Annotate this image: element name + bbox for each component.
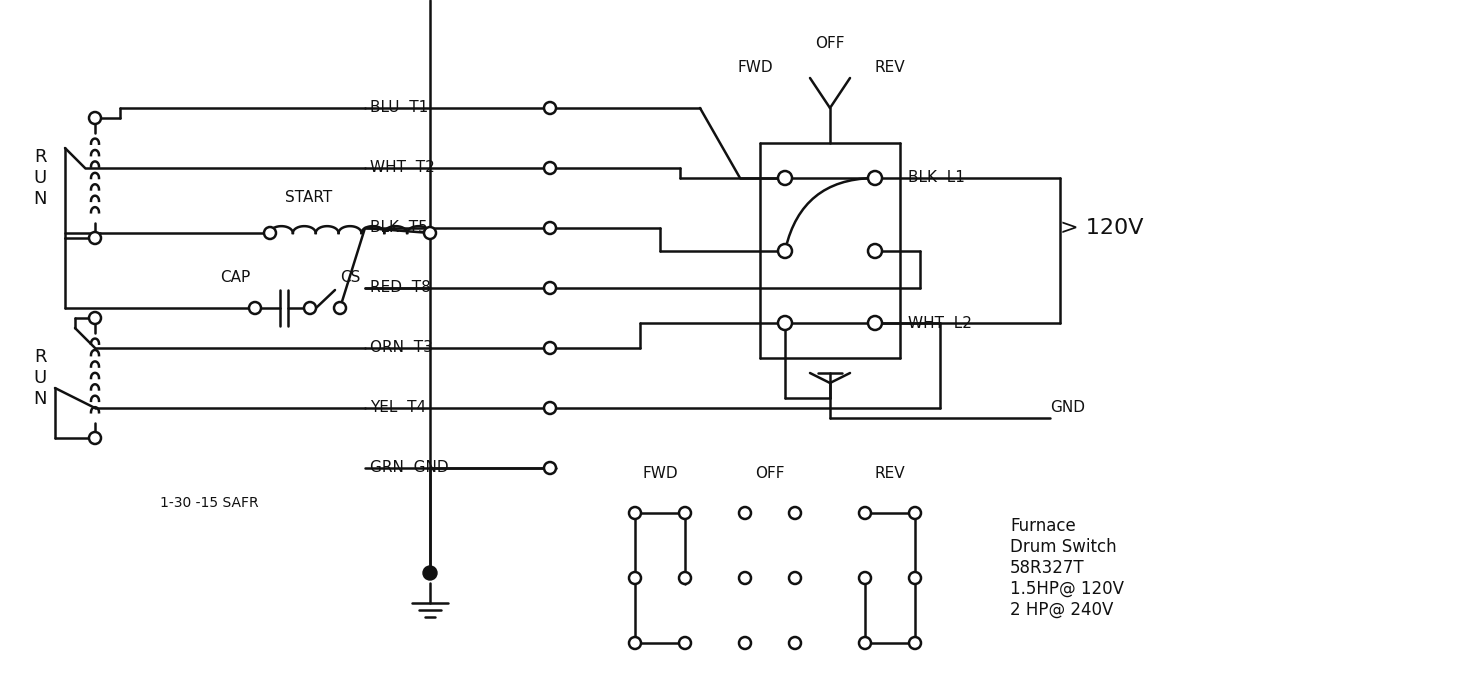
Circle shape <box>89 232 101 244</box>
Text: OFF: OFF <box>815 36 844 50</box>
Circle shape <box>89 112 101 124</box>
Text: WHT  T2: WHT T2 <box>370 161 435 175</box>
Text: BLU  T1: BLU T1 <box>370 101 428 115</box>
Text: FWD: FWD <box>738 61 773 75</box>
Circle shape <box>89 432 101 444</box>
Circle shape <box>544 102 555 114</box>
Text: GND: GND <box>1050 401 1086 415</box>
Circle shape <box>859 637 871 649</box>
Circle shape <box>859 507 871 519</box>
Circle shape <box>789 572 801 584</box>
Circle shape <box>544 282 555 294</box>
Text: OFF: OFF <box>755 466 785 480</box>
Text: Furnace
Drum Switch
58R327T
1.5HP@ 120V
2 HP@ 240V: Furnace Drum Switch 58R327T 1.5HP@ 120V … <box>1010 517 1124 618</box>
Text: REV: REV <box>875 466 905 480</box>
Circle shape <box>909 637 921 649</box>
Text: FWD: FWD <box>643 466 678 480</box>
Text: REV: REV <box>875 61 905 75</box>
Circle shape <box>909 507 921 519</box>
Circle shape <box>264 227 275 239</box>
Text: WHT  L2: WHT L2 <box>908 315 972 330</box>
Text: 1-30 -15 SAFR: 1-30 -15 SAFR <box>160 496 259 510</box>
Text: CS: CS <box>341 271 360 285</box>
Circle shape <box>629 572 641 584</box>
Circle shape <box>544 222 555 234</box>
Circle shape <box>868 244 883 258</box>
Text: BLK  L1: BLK L1 <box>908 170 966 186</box>
Circle shape <box>909 572 921 584</box>
Text: RED  T8: RED T8 <box>370 281 431 295</box>
Text: > 120V: > 120V <box>1060 218 1143 238</box>
Text: ORN  T3: ORN T3 <box>370 341 432 355</box>
Circle shape <box>778 171 792 185</box>
Circle shape <box>868 171 883 185</box>
Text: GRN  GND: GRN GND <box>370 461 449 475</box>
Circle shape <box>789 637 801 649</box>
Circle shape <box>789 507 801 519</box>
Circle shape <box>678 572 692 584</box>
Circle shape <box>778 244 792 258</box>
Circle shape <box>859 572 871 584</box>
Circle shape <box>778 316 792 330</box>
Text: BLK  T5: BLK T5 <box>370 221 428 235</box>
Circle shape <box>629 637 641 649</box>
Text: START: START <box>284 191 332 205</box>
Circle shape <box>739 572 751 584</box>
Text: R
U
N: R U N <box>33 148 47 208</box>
Circle shape <box>89 312 101 324</box>
Circle shape <box>629 507 641 519</box>
Circle shape <box>544 162 555 174</box>
Circle shape <box>544 462 555 474</box>
Circle shape <box>544 342 555 354</box>
Circle shape <box>868 316 883 330</box>
Circle shape <box>424 227 435 239</box>
Text: CAP: CAP <box>221 271 250 285</box>
Circle shape <box>424 566 437 580</box>
Circle shape <box>335 302 347 314</box>
Circle shape <box>544 402 555 414</box>
Circle shape <box>249 302 261 314</box>
Circle shape <box>739 637 751 649</box>
Text: YEL  T4: YEL T4 <box>370 401 427 415</box>
Text: R
U
N: R U N <box>33 348 47 408</box>
Circle shape <box>678 637 692 649</box>
Circle shape <box>304 302 315 314</box>
Circle shape <box>678 507 692 519</box>
Circle shape <box>739 507 751 519</box>
